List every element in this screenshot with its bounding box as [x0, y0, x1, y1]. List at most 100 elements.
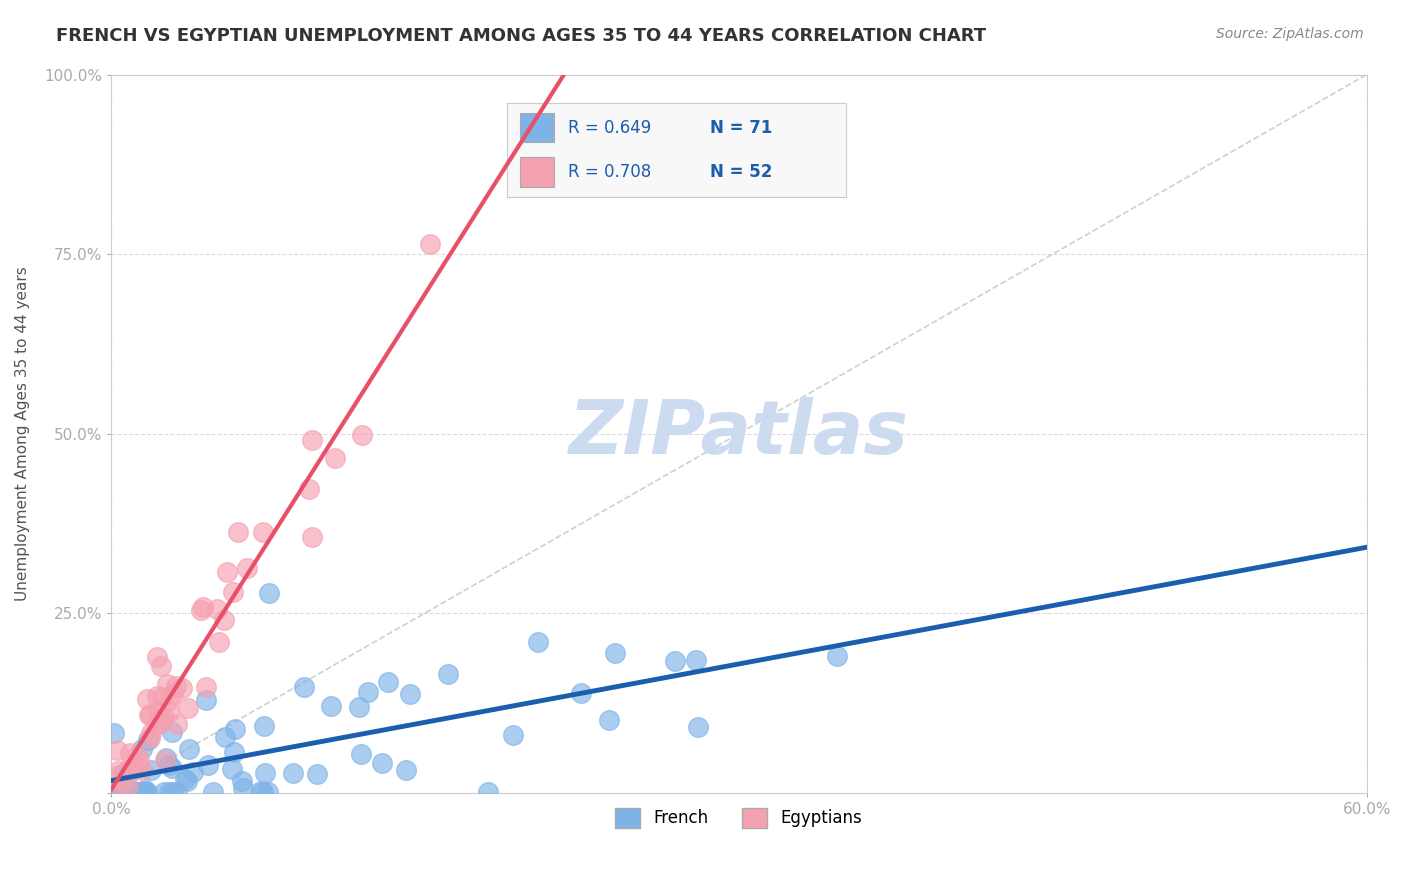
Point	[193, 599, 215, 614]
Point	[377, 675, 399, 690]
Point	[395, 763, 418, 777]
Point	[128, 785, 150, 799]
Point	[120, 757, 142, 772]
Point	[139, 726, 162, 740]
Point	[111, 775, 134, 789]
Point	[301, 530, 323, 544]
Point	[134, 785, 156, 799]
Point	[250, 784, 273, 798]
Point	[502, 728, 524, 742]
Point	[165, 679, 187, 693]
Point	[128, 785, 150, 799]
Point	[301, 433, 323, 447]
Point	[160, 761, 183, 775]
Point	[107, 785, 129, 799]
Point	[598, 713, 620, 727]
Point	[117, 779, 139, 793]
Point	[399, 687, 422, 701]
Point	[197, 758, 219, 772]
Point	[121, 760, 143, 774]
Point	[127, 761, 149, 775]
Point	[252, 785, 274, 799]
Text: Source: ZipAtlas.com: Source: ZipAtlas.com	[1216, 27, 1364, 41]
Point	[221, 762, 243, 776]
Point	[224, 722, 246, 736]
Point	[155, 753, 177, 767]
Point	[162, 785, 184, 799]
Point	[190, 603, 212, 617]
Point	[117, 766, 139, 780]
Point	[419, 237, 441, 252]
Point	[136, 733, 159, 747]
Point	[125, 785, 148, 799]
Point	[292, 680, 315, 694]
Point	[105, 769, 128, 783]
Point	[150, 690, 173, 705]
Text: ZIPatlas: ZIPatlas	[569, 397, 908, 470]
Point	[217, 565, 239, 579]
Point	[307, 767, 329, 781]
Point	[101, 785, 124, 799]
Text: FRENCH VS EGYPTIAN UNEMPLOYMENT AMONG AGES 35 TO 44 YEARS CORRELATION CHART: FRENCH VS EGYPTIAN UNEMPLOYMENT AMONG AG…	[56, 27, 987, 45]
Point	[252, 524, 274, 539]
Point	[131, 742, 153, 756]
Point	[110, 785, 132, 799]
Point	[212, 613, 235, 627]
Point	[166, 785, 188, 799]
Point	[128, 752, 150, 766]
Point	[139, 731, 162, 745]
Point	[157, 757, 180, 772]
Point	[146, 689, 169, 703]
Point	[350, 428, 373, 442]
Point	[350, 747, 373, 761]
Point	[166, 716, 188, 731]
Point	[105, 742, 128, 756]
Point	[222, 584, 245, 599]
Point	[107, 764, 129, 779]
Point	[176, 774, 198, 789]
Legend: French, Egyptians: French, Egyptians	[609, 801, 869, 835]
Point	[103, 725, 125, 739]
Point	[207, 602, 229, 616]
Point	[138, 708, 160, 723]
Point	[281, 766, 304, 780]
Point	[173, 772, 195, 786]
Point	[194, 692, 217, 706]
Point	[477, 785, 499, 799]
Point	[321, 699, 343, 714]
Point	[214, 730, 236, 744]
Point	[347, 700, 370, 714]
Point	[231, 774, 253, 789]
Point	[134, 785, 156, 799]
Point	[298, 482, 321, 496]
Point	[201, 785, 224, 799]
Point	[207, 634, 229, 648]
Point	[157, 785, 180, 799]
Point	[357, 684, 380, 698]
Point	[569, 686, 592, 700]
Point	[131, 764, 153, 778]
Point	[146, 649, 169, 664]
Point	[155, 751, 177, 765]
Point	[664, 654, 686, 668]
Point	[172, 681, 194, 696]
Point	[323, 450, 346, 465]
Point	[136, 785, 159, 799]
Point	[157, 693, 180, 707]
Point	[253, 719, 276, 733]
Point	[160, 725, 183, 739]
Point	[145, 717, 167, 731]
Point	[685, 652, 707, 666]
Point	[112, 766, 135, 780]
Point	[152, 710, 174, 724]
Point	[177, 701, 200, 715]
Point	[115, 783, 138, 797]
Point	[222, 745, 245, 759]
Point	[259, 586, 281, 600]
Point	[825, 649, 848, 664]
Point	[121, 785, 143, 799]
Point	[148, 703, 170, 717]
Point	[150, 659, 173, 673]
Point	[139, 763, 162, 777]
Point	[371, 756, 394, 770]
